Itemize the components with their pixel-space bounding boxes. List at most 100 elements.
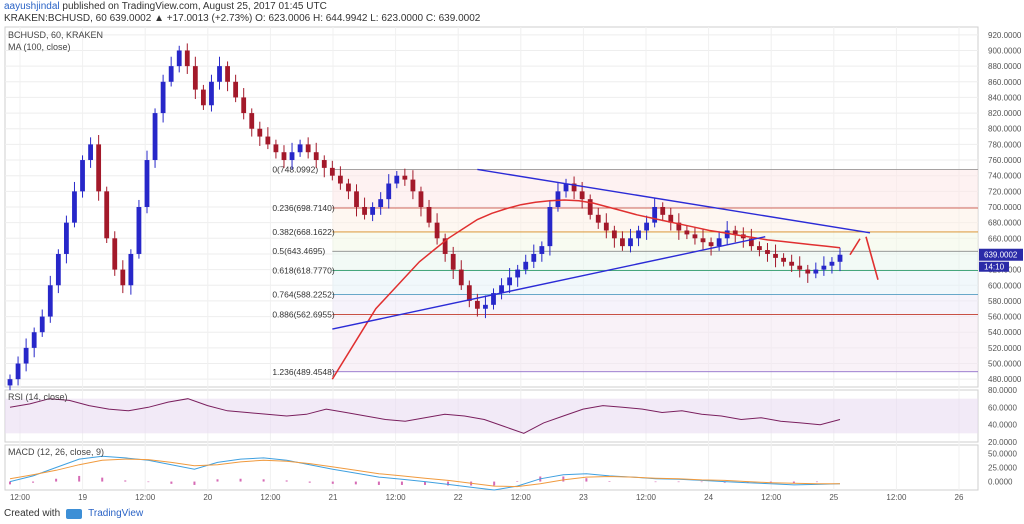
candle-body <box>765 250 770 254</box>
rsi-tick-label: 40.0000 <box>988 421 1017 430</box>
candle-body <box>233 81 239 98</box>
candle-body <box>773 253 778 258</box>
candle-body <box>152 113 158 161</box>
price-tick-label: 800.0000 <box>988 125 1022 134</box>
price-tick-label: 700.0000 <box>988 203 1022 212</box>
rsi-line <box>9 398 841 434</box>
rsi-band <box>5 398 978 434</box>
candle-body <box>579 191 585 200</box>
candle-body <box>797 265 803 270</box>
rsi-tick-label: 20.0000 <box>988 438 1017 447</box>
candle-body <box>104 191 110 239</box>
price-tick-label: 740.0000 <box>988 172 1022 181</box>
candle-body <box>225 66 230 82</box>
candle-body <box>555 191 561 207</box>
price-tick-label: 520.0000 <box>988 344 1022 353</box>
trendlines <box>332 168 871 330</box>
candle-body <box>837 254 843 262</box>
price-tick-label: 600.0000 <box>988 281 1022 290</box>
candle-body <box>587 199 593 215</box>
candle-body <box>531 253 537 262</box>
candle-body <box>450 253 456 270</box>
candle-body <box>241 97 247 114</box>
candle-body <box>378 199 384 207</box>
candle-body <box>523 261 529 270</box>
time-tick-label: 12:00 <box>386 493 407 500</box>
candle-body <box>466 285 472 301</box>
candle-body <box>72 191 77 223</box>
rsi-tick-label: 60.0000 <box>988 403 1017 412</box>
price-tick-label: 760.0000 <box>988 156 1022 165</box>
candle-body <box>644 222 650 231</box>
fib-band <box>332 231 979 252</box>
time-tick-label: 12:00 <box>761 493 782 500</box>
time-axis[interactable]: 12:00 19 12:00 20 12:00 21 12:00 22 12:00 23 12:00… <box>10 493 964 500</box>
price-axis[interactable]: 920.0000 900.0000 880.0000 860.0000 840.0000… <box>979 31 1023 384</box>
candle-body <box>402 175 408 180</box>
candle-body <box>96 144 102 192</box>
time-tick-label: 25 <box>829 493 838 500</box>
price-tick-label: 660.0000 <box>988 234 1022 243</box>
candlestick-series <box>7 43 843 391</box>
candle-body <box>789 261 795 266</box>
fibonacci-retracement: 0(748.0992) 0.236(698.7140) 0.382(668.1622… <box>272 164 979 377</box>
candle-body <box>547 207 553 247</box>
candle-body <box>209 81 214 106</box>
price-tick-label: 820.0000 <box>988 109 1022 118</box>
candle-body <box>757 246 762 251</box>
tradingview-brand[interactable]: TradingView <box>88 508 144 519</box>
macd-tick-label: 50.0000 <box>988 449 1017 458</box>
signal-line <box>9 458 840 488</box>
projection-up-arrow <box>849 238 861 256</box>
trendline <box>332 236 766 330</box>
macd-legend: MACD (12, 26, close, 9) <box>8 447 104 457</box>
time-tick-label: 12:00 <box>260 493 281 500</box>
time-tick-label: 12:00 <box>886 493 907 500</box>
candle-body <box>700 238 706 243</box>
author-link[interactable]: aayushjindal <box>4 1 60 12</box>
candle-body <box>748 238 754 247</box>
candle-body <box>781 257 786 262</box>
candle-body <box>217 66 222 82</box>
header-author-line: aayushjindal published on TradingView.co… <box>4 1 327 12</box>
candle-body <box>620 238 625 247</box>
candle-body <box>200 89 206 106</box>
candle-body <box>708 242 714 247</box>
price-tick-label: 860.0000 <box>988 78 1022 87</box>
macd-tick-label: 25.0000 <box>988 464 1017 473</box>
candle-body <box>483 304 488 309</box>
candle-body <box>55 253 61 286</box>
time-tick-label: 24 <box>704 493 713 500</box>
price-tick-label: 880.0000 <box>988 62 1022 71</box>
candle-body <box>249 113 255 129</box>
fib-level-label: 0(748.0992) <box>272 164 318 174</box>
candle-body <box>474 300 480 309</box>
candle-body <box>394 175 400 184</box>
candle-body <box>595 214 601 223</box>
candle-body <box>724 230 730 239</box>
price-tick-label: 840.0000 <box>988 93 1022 102</box>
macd-panel: 50.0000 25.0000 0.0000 <box>9 449 1017 491</box>
candle-body <box>821 265 827 270</box>
countdown-label: 14:10 <box>984 263 1005 272</box>
candle-body <box>507 277 513 286</box>
candle-body <box>636 230 641 239</box>
candle-body <box>684 230 690 235</box>
candle-body <box>168 66 174 82</box>
candle-body <box>603 222 609 231</box>
candle-body <box>80 160 85 192</box>
rsi-panel: 80.0000 60.0000 40.0000 20.0000 <box>5 386 1017 447</box>
fib-level-label: 0.236(698.7140) <box>272 203 335 213</box>
chart-canvas[interactable]: 0(748.0992) 0.236(698.7140) 0.382(668.1622… <box>0 0 1024 500</box>
candle-body <box>410 179 416 192</box>
tradingview-logo-icon <box>66 508 83 519</box>
candle-body <box>434 222 440 239</box>
candle-body <box>491 293 496 305</box>
time-tick-label: 21 <box>329 493 338 500</box>
ma-100-line <box>331 199 841 380</box>
candle-body <box>160 81 166 114</box>
candle-body <box>128 253 134 286</box>
current-price-badge <box>979 248 1023 261</box>
candle-body <box>273 144 279 153</box>
fib-level-label: 0.5(643.4695) <box>272 246 325 256</box>
